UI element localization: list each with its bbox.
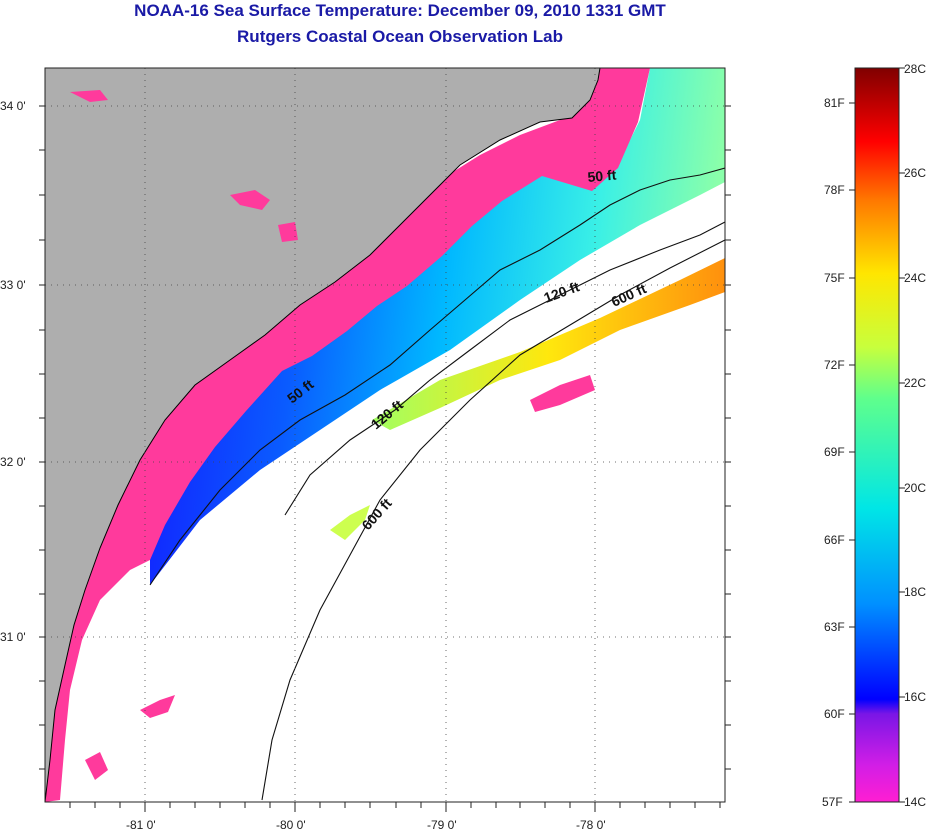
colorbar-f-60: 60F <box>824 707 845 721</box>
map-frame <box>44 67 726 803</box>
lon-label-81: -81 0' <box>126 818 156 832</box>
lon-axis-labels: -81 0' -80 0' -79 0' -78 0' <box>126 818 606 832</box>
colorbar-c-24: 24C <box>904 271 926 285</box>
colorbar-c-20: 20C <box>904 481 926 495</box>
colorbar-c-14: 14C <box>904 795 926 809</box>
contour-120ft <box>284 221 725 516</box>
cold-patch-3 <box>85 752 108 780</box>
colorbar-f-75: 75F <box>824 271 845 285</box>
coastal-cold-band <box>45 68 650 802</box>
cold-patch-1 <box>530 375 595 412</box>
colorbar-f-66: 66F <box>824 533 845 547</box>
map-subtitle: Rutgers Coastal Ocean Observation Lab <box>237 27 563 46</box>
colorbar-f-78: 78F <box>824 183 845 197</box>
contour-50ft <box>149 167 725 586</box>
cold-patch-2 <box>140 695 175 718</box>
lat-axis-labels: 34 0' 33 0' 32 0' 31 0' <box>0 99 26 644</box>
colorbar-f-69: 69F <box>824 445 845 459</box>
inland-water-1 <box>230 190 270 210</box>
lat-label-32: 32 0' <box>0 455 26 469</box>
inland-water-2 <box>278 222 298 242</box>
colorbar-c-22: 22C <box>904 376 926 390</box>
gulf-stream-warm-band <box>372 258 725 430</box>
colorbar-f-72: 72F <box>824 358 845 372</box>
colorbar-c-28: 28C <box>904 62 926 76</box>
colorbar-f-63: 63F <box>824 620 845 634</box>
land-mass <box>45 68 600 802</box>
map-area <box>45 68 725 802</box>
graticule <box>45 68 725 802</box>
colorbar-gradient <box>854 67 900 803</box>
colorbar-c-16: 16C <box>904 690 926 704</box>
lat-label-34: 34 0' <box>0 99 26 113</box>
contour-label-50ft-north: 50 ft <box>587 167 617 185</box>
colorbar-c-26: 26C <box>904 166 926 180</box>
gulf-stream-warm-band-2 <box>330 505 370 540</box>
colorbar-f-57: 57F <box>822 795 843 809</box>
map-title: NOAA-16 Sea Surface Temperature: Decembe… <box>134 1 666 20</box>
colorbar: 28C 26C 24C 22C 20C 18C 16C 14C 81F 78F … <box>822 62 926 809</box>
lon-label-79: -79 0' <box>427 818 457 832</box>
inland-water-3 <box>70 90 108 102</box>
colorbar-c-18: 18C <box>904 585 926 599</box>
lon-label-78: -78 0' <box>576 818 606 832</box>
lat-label-33: 33 0' <box>0 278 26 292</box>
axis-ticks <box>39 105 731 812</box>
colorbar-f-81: 81F <box>824 96 845 110</box>
shelf-water <box>150 68 725 585</box>
lon-label-80: -80 0' <box>276 818 306 832</box>
coastline <box>45 68 601 802</box>
lat-label-31: 31 0' <box>0 630 26 644</box>
contour-600ft <box>261 239 725 801</box>
